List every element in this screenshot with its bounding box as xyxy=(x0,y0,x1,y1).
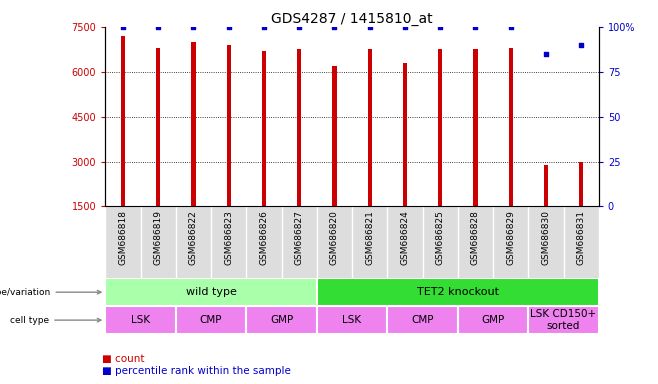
Bar xyxy=(473,49,478,207)
Text: GMP: GMP xyxy=(482,315,505,325)
Bar xyxy=(226,45,231,207)
Bar xyxy=(176,306,246,334)
Text: ■ count: ■ count xyxy=(102,354,145,364)
Text: GSM686822: GSM686822 xyxy=(189,210,198,265)
Text: genotype/variation: genotype/variation xyxy=(0,288,101,297)
Point xyxy=(329,24,340,30)
Text: GSM686825: GSM686825 xyxy=(436,210,445,265)
Bar xyxy=(579,162,583,207)
Point xyxy=(223,24,234,30)
Bar xyxy=(438,49,442,207)
Point xyxy=(259,24,269,30)
Bar xyxy=(262,51,266,207)
Point xyxy=(576,42,586,48)
Bar xyxy=(105,278,316,306)
Text: CMP: CMP xyxy=(200,315,222,325)
Point xyxy=(435,24,445,30)
Text: GSM686827: GSM686827 xyxy=(295,210,303,265)
Point xyxy=(470,24,480,30)
Point xyxy=(505,24,516,30)
Text: CMP: CMP xyxy=(411,315,434,325)
Text: LSK: LSK xyxy=(342,315,362,325)
Point xyxy=(541,51,551,57)
Bar xyxy=(458,306,528,334)
Point xyxy=(365,24,375,30)
Text: GSM686829: GSM686829 xyxy=(506,210,515,265)
Text: TET2 knockout: TET2 knockout xyxy=(417,287,499,297)
Bar xyxy=(191,42,195,207)
Text: cell type: cell type xyxy=(10,316,101,324)
Text: ■ percentile rank within the sample: ■ percentile rank within the sample xyxy=(102,366,291,376)
Bar xyxy=(156,48,161,207)
Bar xyxy=(246,306,316,334)
Point xyxy=(153,24,163,30)
Point xyxy=(188,24,199,30)
Text: GMP: GMP xyxy=(270,315,293,325)
Bar xyxy=(403,63,407,207)
Bar xyxy=(121,36,125,207)
Text: LSK: LSK xyxy=(131,315,150,325)
Bar xyxy=(509,48,513,207)
Bar xyxy=(297,49,301,207)
Bar xyxy=(316,306,388,334)
Point xyxy=(118,24,128,30)
Text: GSM686824: GSM686824 xyxy=(401,210,409,265)
Bar xyxy=(528,306,599,334)
Bar xyxy=(316,278,599,306)
Text: GSM686830: GSM686830 xyxy=(542,210,550,265)
Text: LSK CD150+
sorted: LSK CD150+ sorted xyxy=(530,310,597,331)
Point xyxy=(399,24,410,30)
Text: GSM686831: GSM686831 xyxy=(576,210,586,265)
Bar xyxy=(332,66,336,207)
Text: GSM686826: GSM686826 xyxy=(259,210,268,265)
Text: GSM686823: GSM686823 xyxy=(224,210,233,265)
Text: GSM686818: GSM686818 xyxy=(118,210,128,265)
Bar xyxy=(388,306,458,334)
Text: GSM686828: GSM686828 xyxy=(471,210,480,265)
Title: GDS4287 / 1415810_at: GDS4287 / 1415810_at xyxy=(271,12,433,26)
Text: GSM686821: GSM686821 xyxy=(365,210,374,265)
Text: GSM686820: GSM686820 xyxy=(330,210,339,265)
Text: GSM686819: GSM686819 xyxy=(154,210,163,265)
Point xyxy=(294,24,305,30)
Bar xyxy=(544,164,548,207)
Text: wild type: wild type xyxy=(186,287,236,297)
Bar xyxy=(105,306,176,334)
Bar xyxy=(368,49,372,207)
